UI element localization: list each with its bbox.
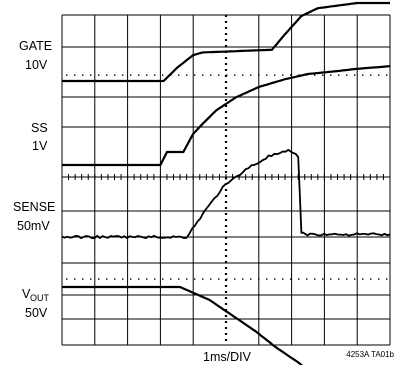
vout-reference-dot <box>154 278 156 280</box>
gate-reference-dot <box>122 74 124 76</box>
vout-reference-dot <box>90 278 92 280</box>
vout-reference-dot <box>378 278 380 280</box>
gate-reference-dot <box>178 74 180 76</box>
vout-reference-dot <box>106 278 108 280</box>
vout-reference-dot <box>170 278 172 280</box>
gate-reference-dot <box>330 74 332 76</box>
gate-reference-dot <box>250 74 252 76</box>
gate-reference-dot <box>378 74 380 76</box>
gate-reference-dot <box>386 74 388 76</box>
ss-label: SS <box>31 121 48 135</box>
vout-reference-dot <box>146 278 148 280</box>
vout-reference-dot <box>202 278 204 280</box>
vout-reference-dot <box>250 278 252 280</box>
ss-scale-label: 1V <box>32 139 48 153</box>
vout-reference-dot <box>178 278 180 280</box>
gate-reference-dot <box>194 74 196 76</box>
vout-reference-dot <box>370 278 372 280</box>
vout-reference-dot <box>186 278 188 280</box>
vout-trace <box>62 285 310 370</box>
gate-reference-dot <box>106 74 108 76</box>
gate-reference-dot <box>370 74 372 76</box>
gate-reference-dot <box>66 74 68 76</box>
gate-reference-dot <box>314 74 316 76</box>
vout-reference-dot <box>130 278 132 280</box>
vout-reference-dot <box>362 278 364 280</box>
vout-reference-dot <box>266 278 268 280</box>
vout-reference-dot <box>258 278 260 280</box>
gate-trace <box>62 1 390 83</box>
gate-label: GATE <box>19 39 52 53</box>
vout-reference-dot <box>386 278 388 280</box>
vout-reference-dot <box>314 278 316 280</box>
vout-reference-dot <box>242 278 244 280</box>
gate-reference-dot <box>162 74 164 76</box>
gate-reference-dot <box>274 74 276 76</box>
vout-reference-dot <box>210 278 212 280</box>
vout-reference-dot <box>330 278 332 280</box>
vout-reference-dot <box>162 278 164 280</box>
gate-reference-dot <box>354 74 356 76</box>
gate-reference-dot <box>82 74 84 76</box>
vout-reference-dot <box>66 278 68 280</box>
vout-label-base: V <box>22 287 31 301</box>
vout-reference-dot <box>226 278 228 280</box>
gate-reference-dot <box>242 74 244 76</box>
vout-scale-label: 50V <box>25 306 48 320</box>
gate-reference-dot <box>186 74 188 76</box>
vout-reference-dot <box>338 278 340 280</box>
sense-scale-label: 50mV <box>17 219 50 233</box>
vout-reference-dot <box>218 278 220 280</box>
vout-reference-dot <box>354 278 356 280</box>
sense-label: SENSE <box>13 200 55 214</box>
vout-reference-dot <box>98 278 100 280</box>
vout-reference-dot <box>306 278 308 280</box>
gate-reference-dot <box>130 74 132 76</box>
vout-reference-dot <box>138 278 140 280</box>
gate-reference-dot <box>282 74 284 76</box>
gate-reference-dot <box>226 74 228 76</box>
x-axis-label: 1ms/DIV <box>203 350 252 364</box>
vout-reference-dot <box>234 278 236 280</box>
figure-id-label: 4253A TA01b <box>346 350 394 359</box>
vout-reference-dot <box>298 278 300 280</box>
gate-reference-dot <box>234 74 236 76</box>
gate-reference-dot <box>266 74 268 76</box>
gate-reference-dot <box>218 74 220 76</box>
gate-reference-dot <box>90 74 92 76</box>
gate-reference-dot <box>322 74 324 76</box>
gate-reference-dot <box>202 74 204 76</box>
gate-reference-dot <box>210 74 212 76</box>
vout-reference-dot <box>282 278 284 280</box>
vout-reference-dot <box>346 278 348 280</box>
vout-reference-dot <box>82 278 84 280</box>
gate-scale-label: 10V <box>25 58 48 72</box>
gate-reference-dot <box>146 74 148 76</box>
gate-reference-dot <box>362 74 364 76</box>
gate-reference-dot <box>154 74 156 76</box>
vout-reference-dot <box>114 278 116 280</box>
vout-reference-dot <box>290 278 292 280</box>
ss-trace <box>62 65 391 167</box>
gate-reference-dot <box>338 74 340 76</box>
sense-trace <box>61 148 391 240</box>
vout-reference-dot <box>122 278 124 280</box>
gate-reference-dot <box>258 74 260 76</box>
vout-reference-dot <box>274 278 276 280</box>
vout-reference-dot <box>74 278 76 280</box>
gate-reference-dot <box>98 74 100 76</box>
graticule <box>61 14 391 346</box>
trace-group <box>61 1 391 370</box>
gate-reference-dot <box>346 74 348 76</box>
gate-reference-dot <box>290 74 292 76</box>
vout-reference-dot <box>322 278 324 280</box>
vout-reference-dot <box>194 278 196 280</box>
gate-reference-dot <box>74 74 76 76</box>
gate-reference-dot <box>114 74 116 76</box>
vout-label-subscript: OUT <box>30 293 50 303</box>
gate-reference-dot <box>138 74 140 76</box>
